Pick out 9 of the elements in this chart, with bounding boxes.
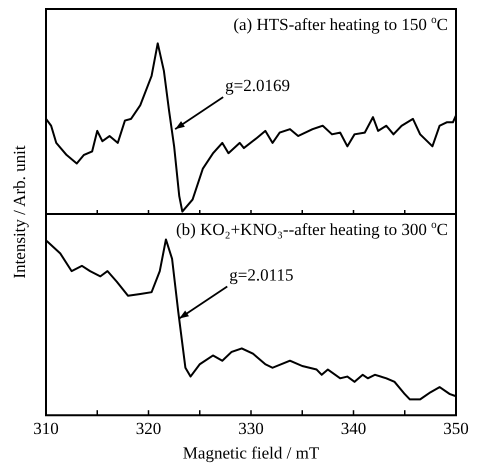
x-tick-label: 310 <box>33 418 59 438</box>
y-axis-title: Intensity / Arb. unit <box>10 144 30 281</box>
x-tick-label: 340 <box>340 418 366 438</box>
x-tick-label: 320 <box>136 418 162 438</box>
x-tick-label: 350 <box>443 418 469 438</box>
x-tick-label: 330 <box>238 418 264 438</box>
annotation: g=2.0169 <box>225 76 290 96</box>
x-axis-title: Magnetic field / mT <box>182 443 320 462</box>
annotation: g=2.0115 <box>229 266 294 285</box>
